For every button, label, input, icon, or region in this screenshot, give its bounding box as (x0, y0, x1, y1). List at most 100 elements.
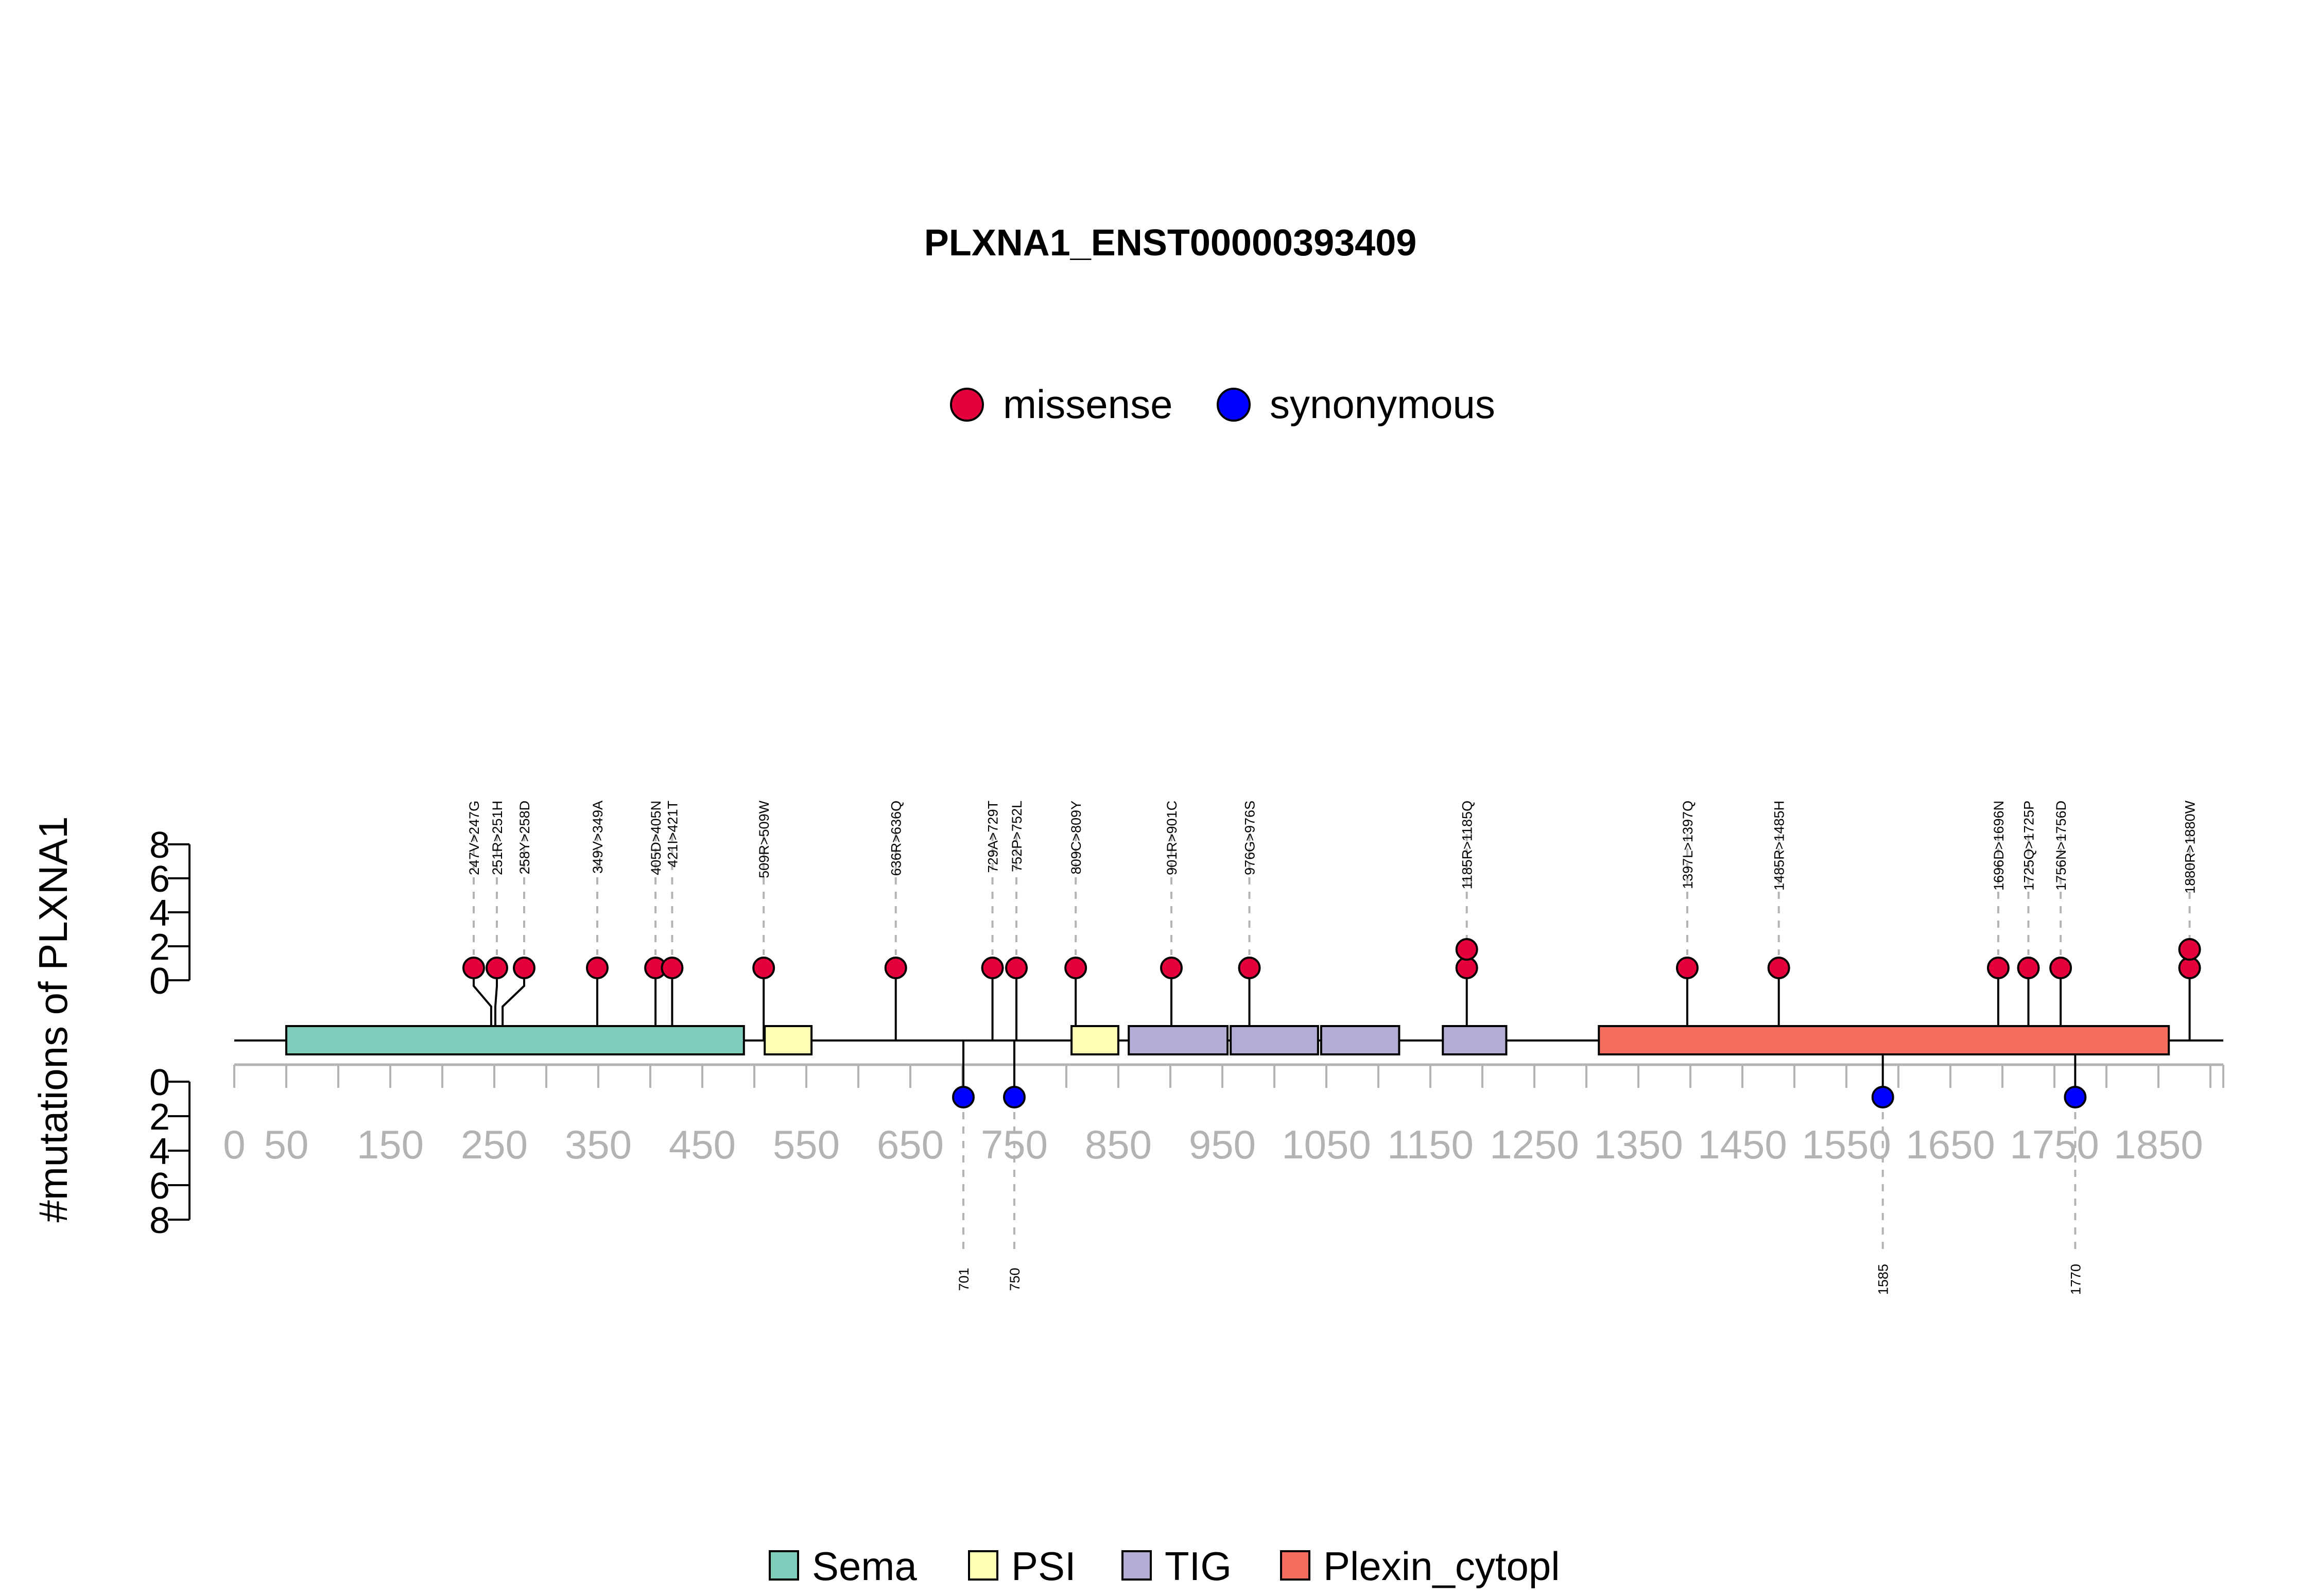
domain-tig-4 (1230, 1025, 1319, 1055)
domain-plexin_cytopl-7 (1598, 1025, 2170, 1055)
y-bottom-tick-label-2: 2 (149, 1097, 170, 1138)
position-axis: 0 50 150 250 350 450 550 650 750 850 950 1050 1150 12… (223, 1063, 2224, 1167)
mutation-label-251: 251R>251H (490, 801, 505, 875)
synonymous-label-701: 701 (956, 1268, 972, 1291)
position-tick-label-850: 850 (1085, 1122, 1152, 1167)
y-top-tick-label-2: 2 (149, 927, 170, 968)
missense-point-636 (884, 957, 907, 979)
position-tick-label-550: 550 (773, 1122, 840, 1167)
mutation-label-1756: 1756N>1756D (2053, 801, 2069, 891)
y-bottom-tick-label-4: 4 (149, 1131, 170, 1172)
position-tick-label-1050: 1050 (1282, 1122, 1371, 1167)
domain-legend-plexin_cytopl-swatch (1280, 1550, 1310, 1581)
legend-synonymous-swatch (1217, 388, 1251, 422)
position-tick-label-350: 350 (565, 1122, 632, 1167)
legend-missense-label: missense (1003, 381, 1172, 427)
domain-psi-2 (1070, 1025, 1120, 1055)
synonymous-point-1585 (1871, 1086, 1894, 1108)
missense-point-729 (981, 957, 1004, 979)
mutation-label-901: 901R>901C (1164, 801, 1180, 875)
synonymous-label-750: 750 (1007, 1268, 1023, 1291)
missense-point-1397 (1675, 957, 1699, 979)
y-bottom-tick-label-8: 8 (149, 1200, 170, 1241)
position-tick-label-1350: 1350 (1594, 1122, 1683, 1167)
domain-legend-tig-label: TIG (1165, 1543, 1232, 1589)
domain-legend-plexin_cytopl-label: Plexin_cytopl (1323, 1543, 1560, 1589)
y-top-tick-label-6: 6 (149, 859, 170, 900)
domain-tig-6 (1442, 1025, 1508, 1055)
missense-point-752 (1005, 957, 1028, 979)
mutation-label-636: 636R>636Q (889, 801, 904, 876)
mutation-labels: 247V>247G 251R>251H 258Y>258D 349V>349A 405D… (466, 800, 2198, 1295)
legend-missense-swatch (950, 388, 984, 422)
missense-point-1696 (1986, 957, 2010, 979)
synonymous-label-1770: 1770 (2068, 1264, 2083, 1295)
y-top-tick-label-8: 8 (149, 825, 170, 866)
synonymous-point-701 (952, 1086, 975, 1108)
position-tick-label-1150: 1150 (1387, 1122, 1474, 1167)
position-tick-label-50: 50 (264, 1122, 309, 1167)
missense-point-809 (1064, 957, 1087, 979)
y-axis-label: #mutations of PLXNA1 (30, 816, 76, 1222)
mutation-label-1185: 1185R>1185Q (1460, 801, 1475, 889)
mutation-label-509: 509R>509W (756, 800, 772, 878)
missense-point-421 (661, 957, 684, 979)
legend-synonymous-label: synonymous (1270, 381, 1495, 427)
position-tick-label-1550: 1550 (1802, 1122, 1891, 1167)
chart-title: PLXNA1_ENST00000393409 (924, 222, 1417, 264)
domain-psi-1 (764, 1025, 813, 1055)
missense-point-258 (513, 957, 535, 979)
position-tick-label-1250: 1250 (1490, 1122, 1579, 1167)
mutation-label-349: 349V>349A (590, 801, 606, 874)
missense-point-976 (1238, 957, 1261, 979)
mutation-label-752: 752P>752L (1009, 801, 1025, 872)
y-top-tick-label-0: 0 (149, 961, 170, 1002)
mutation-label-1725: 1725Q>1725P (2021, 801, 2037, 891)
mutation-label-976: 976G>976S (1242, 801, 1258, 875)
domain-sema-0 (285, 1025, 745, 1055)
synonymous-point-750 (1003, 1086, 1026, 1108)
missense-point-509 (752, 957, 775, 979)
mutation-label-258: 258Y>258D (517, 801, 532, 874)
y-top-tick-label-4: 4 (149, 893, 170, 934)
y-bottom-tick-label-6: 6 (149, 1166, 170, 1207)
domain-legend-sema-label: Sema (812, 1543, 917, 1589)
guide-lines (473, 834, 2191, 1256)
mutation-legend: missense synonymous (950, 381, 1495, 427)
missense-point-251 (486, 957, 508, 979)
domain-legend-psi-label: PSI (1011, 1543, 1076, 1589)
missense-point-1725 (2017, 957, 2040, 979)
position-tick-label-650: 650 (877, 1122, 944, 1167)
missense-point-1185-2 (1455, 938, 1478, 961)
domain-legend: Sema PSI TIG Plexin_cytopl (769, 1543, 1560, 1589)
position-tick-label-0: 0 (223, 1122, 245, 1167)
position-tick-label-1450: 1450 (1698, 1122, 1787, 1167)
mutation-label-405: 405D>405N (648, 801, 664, 875)
synonymous-point-1770 (2064, 1086, 2087, 1108)
missense-point-349 (585, 957, 609, 979)
mutation-label-1880: 1880R>1880W (2183, 800, 2198, 893)
domain-track (285, 1025, 2170, 1055)
position-tick-label-450: 450 (669, 1122, 736, 1167)
position-tick-label-750: 750 (981, 1122, 1048, 1167)
mutation-label-421: 421I>421T (665, 801, 680, 868)
missense-point-901 (1160, 957, 1183, 979)
lollipop-stems (473, 949, 2191, 1097)
mutation-label-1397: 1397L>1397Q (1680, 801, 1696, 889)
position-tick-label-950: 950 (1189, 1122, 1256, 1167)
missense-point-1880-2 (2178, 938, 2201, 961)
domain-tig-5 (1320, 1025, 1400, 1055)
position-tick-label-1650: 1650 (1906, 1122, 1995, 1167)
mutation-label-247: 247V>247G (466, 801, 482, 875)
y-bottom-tick-label-0: 0 (149, 1062, 170, 1103)
position-tick-label-150: 150 (357, 1122, 424, 1167)
missense-point-1485 (1767, 957, 1790, 979)
mutation-label-729: 729A>729T (985, 801, 1001, 873)
position-tick-label-1850: 1850 (2114, 1122, 2203, 1167)
missense-point-247 (462, 957, 485, 979)
lollipop-points (462, 938, 2201, 1108)
missense-point-1756 (2049, 957, 2072, 979)
